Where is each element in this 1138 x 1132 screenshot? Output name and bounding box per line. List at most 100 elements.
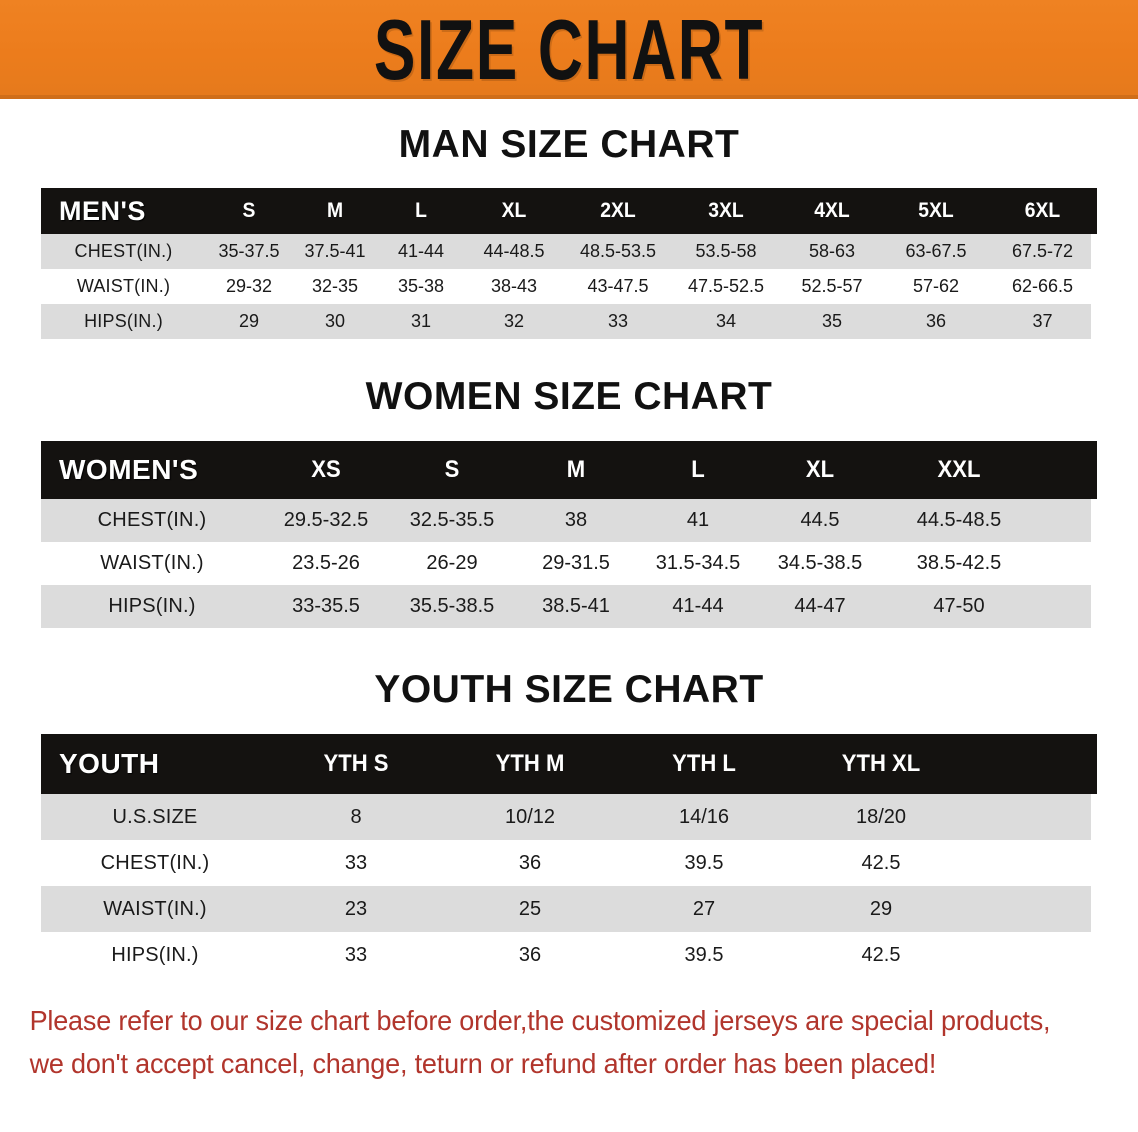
return-policy-line-1: Please refer to our size chart before or… <box>29 1005 1051 1036</box>
youth-section-title: YOUTH SIZE CHART <box>374 668 764 711</box>
youth-hips-spacer <box>971 932 1097 978</box>
women-chest-m: 38 <box>515 499 637 542</box>
man-waist-4xl: 52.5-57 <box>780 269 884 304</box>
youth-ussize-spacer <box>971 794 1097 840</box>
man-hips-s: 29 <box>206 304 292 339</box>
man-hips-xl: 32 <box>464 304 564 339</box>
women-chest-l: 41 <box>637 499 759 542</box>
man-size-header-5xl: 5XL <box>888 188 984 234</box>
youth-chest-l: 39.5 <box>617 840 791 886</box>
women-hips-xl: 44-47 <box>759 585 881 628</box>
banner-divider <box>0 95 1138 99</box>
women-size-header-l: L <box>641 441 755 499</box>
man-chest-5xl: 63-67.5 <box>884 234 988 269</box>
youth-waist-s: 23 <box>269 886 443 932</box>
man-size-header-s: S <box>209 188 289 234</box>
man-chest-3xl: 53.5-58 <box>672 234 780 269</box>
youth-hips-m: 36 <box>443 932 617 978</box>
man-chest-xl: 44-48.5 <box>464 234 564 269</box>
women-row-label-chest: CHEST(IN.) <box>41 499 263 542</box>
man-size-header-2xl: 2XL <box>568 188 668 234</box>
women-waist-xl: 34.5-38.5 <box>759 542 881 585</box>
women-section-title: WOMEN SIZE CHART <box>365 375 773 418</box>
women-waist-xxl: 38.5-42.5 <box>881 542 1037 585</box>
youth-ussize-m: 10/12 <box>443 794 617 840</box>
youth-waist-m: 25 <box>443 886 617 932</box>
youth-hips-xl: 42.5 <box>791 932 971 978</box>
women-size-table-wrapper: WOMEN'S XS S M L XL XXL CHEST(IN.) 29.5-… <box>41 441 1097 628</box>
women-waist-l: 31.5-34.5 <box>637 542 759 585</box>
youth-table-header-row: YOUTH YTH S YTH M YTH L YTH XL <box>41 734 1097 794</box>
youth-chest-xl: 42.5 <box>791 840 971 886</box>
man-size-header-4xl: 4XL <box>784 188 880 234</box>
women-table-header-row: WOMEN'S XS S M L XL XXL <box>41 441 1097 499</box>
women-size-header-xxl: XXL <box>887 441 1031 499</box>
youth-header-spacer <box>976 734 1092 794</box>
man-chest-2xl: 48.5-53.5 <box>564 234 672 269</box>
man-waist-3xl: 47.5-52.5 <box>672 269 780 304</box>
youth-row-label-ussize: U.S.SIZE <box>41 794 269 840</box>
man-size-table-wrapper: MEN'S S M L XL 2XL 3XL 4XL 5XL 6XL CHEST… <box>41 188 1097 339</box>
page-banner: SIZE CHART <box>0 0 1138 99</box>
women-hips-spacer <box>1037 585 1097 628</box>
table-row: WAIST(IN.) 23.5-26 26-29 29-31.5 31.5-34… <box>41 542 1097 585</box>
women-corner-label: WOMEN'S <box>41 441 263 499</box>
man-waist-xl: 38-43 <box>464 269 564 304</box>
return-policy-line-2: we don't accept cancel, change, teturn o… <box>29 1047 937 1079</box>
women-row-label-waist: WAIST(IN.) <box>41 542 263 585</box>
youth-size-header-s: YTH S <box>275 734 437 794</box>
man-section-title: MAN SIZE CHART <box>398 123 740 166</box>
women-size-table: WOMEN'S XS S M L XL XXL CHEST(IN.) 29.5-… <box>41 441 1097 628</box>
youth-size-header-xl: YTH XL <box>798 734 964 794</box>
youth-ussize-l: 14/16 <box>617 794 791 840</box>
women-hips-s: 35.5-38.5 <box>389 585 515 628</box>
man-hips-4xl: 35 <box>780 304 884 339</box>
man-hips-m: 30 <box>292 304 378 339</box>
women-chest-xl: 44.5 <box>759 499 881 542</box>
women-waist-spacer <box>1037 542 1097 585</box>
women-chest-xxl: 44.5-48.5 <box>881 499 1037 542</box>
man-chest-s: 35-37.5 <box>206 234 292 269</box>
women-size-header-xl: XL <box>763 441 877 499</box>
man-table-header-row: MEN'S S M L XL 2XL 3XL 4XL 5XL 6XL <box>41 188 1097 234</box>
women-hips-xs: 33-35.5 <box>263 585 389 628</box>
man-waist-s: 29-32 <box>206 269 292 304</box>
return-policy-note: Please refer to our size chart before or… <box>18 1000 1081 1085</box>
table-row: HIPS(IN.) 29 30 31 32 33 34 35 36 37 <box>41 304 1097 339</box>
man-hips-3xl: 34 <box>672 304 780 339</box>
women-hips-m: 38.5-41 <box>515 585 637 628</box>
man-corner-label: MEN'S <box>41 188 206 234</box>
table-row: HIPS(IN.) 33 36 39.5 42.5 <box>41 932 1097 978</box>
man-hips-5xl: 36 <box>884 304 988 339</box>
youth-size-header-m: YTH M <box>449 734 611 794</box>
youth-chest-spacer <box>971 840 1097 886</box>
man-row-label-chest: CHEST(IN.) <box>41 234 206 269</box>
page-title: SIZE CHART <box>373 2 765 98</box>
youth-hips-l: 39.5 <box>617 932 791 978</box>
man-row-label-waist: WAIST(IN.) <box>41 269 206 304</box>
man-hips-l: 31 <box>378 304 464 339</box>
man-size-header-l: L <box>381 188 461 234</box>
women-waist-xs: 23.5-26 <box>263 542 389 585</box>
table-row: U.S.SIZE 8 10/12 14/16 18/20 <box>41 794 1097 840</box>
man-waist-5xl: 57-62 <box>884 269 988 304</box>
man-waist-m: 32-35 <box>292 269 378 304</box>
man-waist-l: 35-38 <box>378 269 464 304</box>
youth-chest-s: 33 <box>269 840 443 886</box>
table-row: CHEST(IN.) 33 36 39.5 42.5 <box>41 840 1097 886</box>
women-waist-m: 29-31.5 <box>515 542 637 585</box>
table-row: CHEST(IN.) 29.5-32.5 32.5-35.5 38 41 44.… <box>41 499 1097 542</box>
youth-size-table-wrapper: YOUTH YTH S YTH M YTH L YTH XL U.S.SIZE … <box>41 734 1097 978</box>
women-waist-s: 26-29 <box>389 542 515 585</box>
man-chest-l: 41-44 <box>378 234 464 269</box>
youth-chest-m: 36 <box>443 840 617 886</box>
women-chest-spacer <box>1037 499 1097 542</box>
man-waist-2xl: 43-47.5 <box>564 269 672 304</box>
youth-corner-label: YOUTH <box>41 734 269 794</box>
man-size-header-m: M <box>295 188 375 234</box>
man-row-label-hips: HIPS(IN.) <box>41 304 206 339</box>
youth-row-label-waist: WAIST(IN.) <box>41 886 269 932</box>
man-size-table: MEN'S S M L XL 2XL 3XL 4XL 5XL 6XL CHEST… <box>41 188 1097 339</box>
youth-waist-spacer <box>971 886 1097 932</box>
man-chest-4xl: 58-63 <box>780 234 884 269</box>
